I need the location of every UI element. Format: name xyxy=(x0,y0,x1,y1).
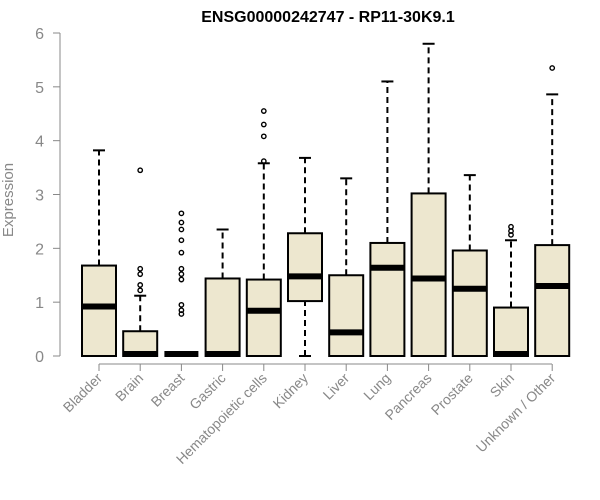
outlier-point xyxy=(178,210,185,217)
outlier-point xyxy=(137,265,144,272)
y-tick-label: 2 xyxy=(35,241,44,258)
box-1 xyxy=(122,167,159,357)
outlier-point xyxy=(137,282,144,288)
box-rect xyxy=(451,249,488,357)
outlier-point xyxy=(178,249,185,256)
box-rect xyxy=(534,244,571,357)
outlier-point xyxy=(137,287,144,294)
box-rect xyxy=(369,241,406,357)
box-series xyxy=(81,42,571,358)
box-10 xyxy=(493,223,529,357)
x-tick-label: Skin xyxy=(487,370,518,401)
box-3 xyxy=(204,228,241,358)
box-rect xyxy=(493,306,529,357)
outlier-point xyxy=(178,265,185,272)
box-2 xyxy=(164,210,199,357)
x-tick-label: Bladder xyxy=(60,370,106,416)
y-tick-label: 3 xyxy=(35,188,44,205)
outlier-point xyxy=(178,307,185,314)
box-rect xyxy=(410,192,447,357)
outlier-point xyxy=(178,237,185,244)
box-8 xyxy=(410,42,447,357)
box-rect xyxy=(328,274,365,357)
box-rect xyxy=(204,277,241,358)
x-tick-label: Liver xyxy=(320,370,353,403)
y-tick-label: 4 xyxy=(35,134,44,151)
y-tick-label: 6 xyxy=(35,26,44,43)
y-axis-ticks: 0 1 2 3 4 5 6 xyxy=(35,26,60,366)
outlier-point xyxy=(260,108,267,114)
box-11 xyxy=(534,65,571,357)
box-7 xyxy=(369,80,406,357)
x-tick-label: Breast xyxy=(148,370,188,410)
outlier-point xyxy=(137,167,144,174)
x-tick-label: Brain xyxy=(112,370,146,404)
y-tick-label: 0 xyxy=(35,349,44,366)
outlier-point xyxy=(260,158,267,165)
x-tick-label: Prostate xyxy=(428,370,476,418)
x-tick-label: Kidney xyxy=(270,370,312,412)
box-rect xyxy=(287,232,323,303)
outlier-point xyxy=(178,271,185,278)
y-tick-label: 5 xyxy=(35,80,44,97)
box-6 xyxy=(328,177,365,357)
outlier-point xyxy=(178,219,185,226)
outlier-point xyxy=(137,271,144,278)
y-axis-label: Expression xyxy=(0,163,17,237)
outlier-point xyxy=(549,65,556,71)
outlier-point xyxy=(508,223,514,230)
box-9 xyxy=(451,174,488,357)
outlier-point xyxy=(260,121,267,128)
box-5 xyxy=(287,156,323,357)
chart-title: ENSG00000242747 - RP11-30K9.1 xyxy=(201,9,455,26)
outlier-point xyxy=(178,276,185,283)
outlier-point xyxy=(178,226,185,233)
y-tick-label: 1 xyxy=(35,295,44,312)
box-rect xyxy=(81,264,117,357)
outlier-point xyxy=(178,301,185,308)
x-tick-label: Lung xyxy=(360,370,393,403)
outlier-point xyxy=(260,133,267,140)
box-0 xyxy=(81,149,117,357)
box-rect xyxy=(245,278,282,358)
box-4 xyxy=(245,108,282,358)
